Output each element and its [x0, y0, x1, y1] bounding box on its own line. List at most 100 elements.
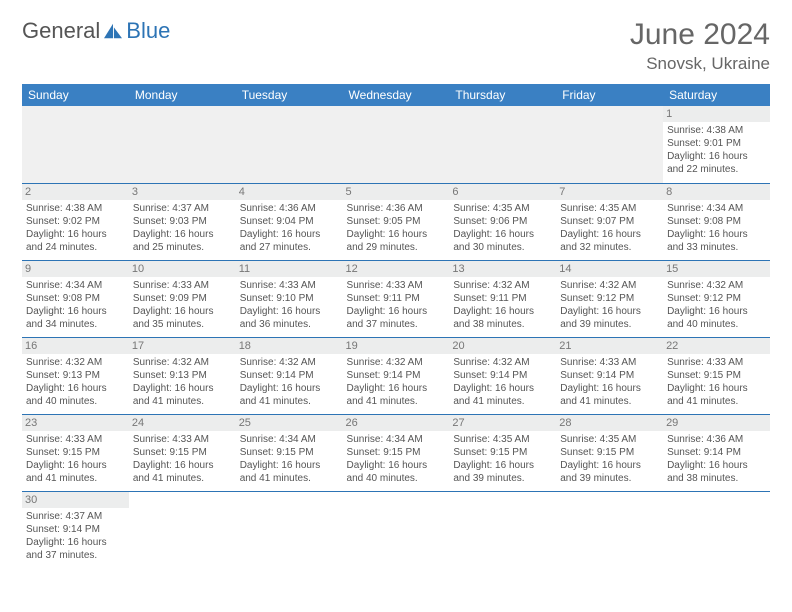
sunset-text: Sunset: 9:02 PM [26, 215, 125, 228]
calendar-week-row: 30Sunrise: 4:37 AMSunset: 9:14 PMDayligh… [22, 491, 770, 568]
calendar-cell [343, 491, 450, 568]
calendar-cell: 9Sunrise: 4:34 AMSunset: 9:08 PMDaylight… [22, 260, 129, 337]
daylight-text: Daylight: 16 hours [453, 228, 552, 241]
calendar-cell [129, 491, 236, 568]
calendar-cell: 28Sunrise: 4:35 AMSunset: 9:15 PMDayligh… [556, 414, 663, 491]
day-number: 26 [343, 415, 450, 431]
sunset-text: Sunset: 9:15 PM [240, 446, 339, 459]
day-number: 9 [22, 261, 129, 277]
daylight-text: Daylight: 16 hours [667, 228, 766, 241]
weekday-header: Saturday [663, 84, 770, 106]
sunset-text: Sunset: 9:10 PM [240, 292, 339, 305]
sunrise-text: Sunrise: 4:33 AM [667, 356, 766, 369]
sunset-text: Sunset: 9:04 PM [240, 215, 339, 228]
sunset-text: Sunset: 9:13 PM [133, 369, 232, 382]
calendar-cell: 12Sunrise: 4:33 AMSunset: 9:11 PMDayligh… [343, 260, 450, 337]
calendar-cell: 17Sunrise: 4:32 AMSunset: 9:13 PMDayligh… [129, 337, 236, 414]
sunset-text: Sunset: 9:15 PM [667, 369, 766, 382]
calendar-cell [22, 106, 129, 183]
sunrise-text: Sunrise: 4:36 AM [240, 202, 339, 215]
daylight-text: Daylight: 16 hours [560, 228, 659, 241]
calendar-cell [343, 106, 450, 183]
calendar-cell: 23Sunrise: 4:33 AMSunset: 9:15 PMDayligh… [22, 414, 129, 491]
weekday-header: Wednesday [343, 84, 450, 106]
sunrise-text: Sunrise: 4:32 AM [240, 356, 339, 369]
daylight-text: Daylight: 16 hours [560, 305, 659, 318]
calendar-table: Sunday Monday Tuesday Wednesday Thursday… [22, 84, 770, 568]
day-number: 1 [663, 106, 770, 122]
sunrise-text: Sunrise: 4:35 AM [453, 202, 552, 215]
daylight-text: Daylight: 16 hours [133, 305, 232, 318]
daylight-text: and 27 minutes. [240, 241, 339, 254]
daylight-text: Daylight: 16 hours [347, 305, 446, 318]
calendar-cell: 29Sunrise: 4:36 AMSunset: 9:14 PMDayligh… [663, 414, 770, 491]
calendar-cell: 19Sunrise: 4:32 AMSunset: 9:14 PMDayligh… [343, 337, 450, 414]
daylight-text: Daylight: 16 hours [347, 382, 446, 395]
daylight-text: and 41 minutes. [240, 395, 339, 408]
day-number: 2 [22, 184, 129, 200]
daylight-text: Daylight: 16 hours [453, 305, 552, 318]
calendar-cell: 22 Sunrise: 4:33 AMSunset: 9:15 PMDayligh… [663, 337, 770, 414]
daylight-text: and 34 minutes. [26, 318, 125, 331]
calendar-week-row: 2 Sunrise: 4:38 AMSunset: 9:02 PM Daylight… [22, 183, 770, 260]
calendar-cell: 15Sunrise: 4:32 AMSunset: 9:12 PMDayligh… [663, 260, 770, 337]
daylight-text: and 41 minutes. [667, 395, 766, 408]
daylight-text: and 41 minutes. [560, 395, 659, 408]
daylight-text: Daylight: 16 hours [667, 382, 766, 395]
daylight-text: Daylight: 16 hours [26, 382, 125, 395]
calendar-cell [663, 491, 770, 568]
sunset-text: Sunset: 9:13 PM [26, 369, 125, 382]
calendar-week-row: 16Sunrise: 4:32 AMSunset: 9:13 PMDayligh… [22, 337, 770, 414]
day-number: 5 [343, 184, 450, 200]
sunset-text: Sunset: 9:14 PM [26, 523, 125, 536]
day-number: 23 [22, 415, 129, 431]
daylight-text: and 37 minutes. [347, 318, 446, 331]
sunset-text: Sunset: 9:14 PM [453, 369, 552, 382]
sunset-text: Sunset: 9:14 PM [667, 446, 766, 459]
sunrise-text: Sunrise: 4:34 AM [26, 279, 125, 292]
sunrise-text: Sunrise: 4:38 AM [26, 202, 125, 215]
calendar-cell [556, 491, 663, 568]
sunrise-text: Sunrise: 4:32 AM [667, 279, 766, 292]
sunrise-text: Sunrise: 4:33 AM [560, 356, 659, 369]
sunset-text: Sunset: 9:15 PM [26, 446, 125, 459]
sunrise-text: Sunrise: 4:32 AM [453, 279, 552, 292]
sail-icon [102, 22, 124, 40]
sunset-text: Sunset: 9:01 PM [667, 137, 766, 150]
calendar-cell [556, 106, 663, 183]
day-number: 20 [449, 338, 556, 354]
calendar-cell: 3Sunrise: 4:37 AMSunset: 9:03 PMDaylight… [129, 183, 236, 260]
sunrise-text: Sunrise: 4:33 AM [240, 279, 339, 292]
day-number: 19 [343, 338, 450, 354]
day-number: 8 [663, 184, 770, 200]
weekday-header: Sunday [22, 84, 129, 106]
calendar-cell [236, 491, 343, 568]
calendar-cell [129, 106, 236, 183]
calendar-cell: 5Sunrise: 4:36 AMSunset: 9:05 PMDaylight… [343, 183, 450, 260]
daylight-text: and 24 minutes. [26, 241, 125, 254]
sunrise-text: Sunrise: 4:33 AM [347, 279, 446, 292]
daylight-text: and 38 minutes. [453, 318, 552, 331]
daylight-text: and 22 minutes. [667, 163, 766, 176]
sunset-text: Sunset: 9:14 PM [240, 369, 339, 382]
day-number: 25 [236, 415, 343, 431]
day-number: 30 [22, 492, 129, 508]
calendar-cell: 4Sunrise: 4:36 AMSunset: 9:04 PMDaylight… [236, 183, 343, 260]
calendar-week-row: 1Sunrise: 4:38 AMSunset: 9:01 PMDaylight… [22, 106, 770, 183]
calendar-cell: 7Sunrise: 4:35 AMSunset: 9:07 PMDaylight… [556, 183, 663, 260]
calendar-cell: 16Sunrise: 4:32 AMSunset: 9:13 PMDayligh… [22, 337, 129, 414]
daylight-text: Daylight: 16 hours [133, 228, 232, 241]
sunrise-text: Sunrise: 4:35 AM [560, 433, 659, 446]
daylight-text: and 39 minutes. [560, 472, 659, 485]
sunrise-text: Sunrise: 4:34 AM [240, 433, 339, 446]
daylight-text: Daylight: 16 hours [26, 459, 125, 472]
sunrise-text: Sunrise: 4:32 AM [133, 356, 232, 369]
day-number: 13 [449, 261, 556, 277]
daylight-text: and 40 minutes. [347, 472, 446, 485]
calendar-cell: 25Sunrise: 4:34 AMSunset: 9:15 PMDayligh… [236, 414, 343, 491]
daylight-text: and 41 minutes. [453, 395, 552, 408]
calendar-cell: 11Sunrise: 4:33 AMSunset: 9:10 PMDayligh… [236, 260, 343, 337]
calendar-cell [449, 491, 556, 568]
sunset-text: Sunset: 9:15 PM [453, 446, 552, 459]
day-number: 22 [663, 338, 770, 354]
